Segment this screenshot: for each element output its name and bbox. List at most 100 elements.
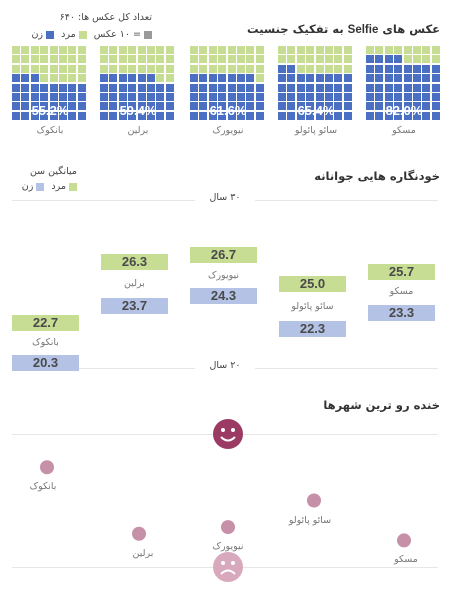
waffle-cell	[255, 64, 264, 73]
waffle-cell	[156, 111, 165, 120]
waffle-cell	[77, 46, 86, 55]
waffle-cell	[218, 102, 227, 111]
waffle-cell	[278, 93, 287, 102]
waffle-cell	[394, 74, 403, 83]
waffle-cell	[109, 64, 118, 73]
waffle-cell	[422, 64, 431, 73]
waffle-cell	[343, 64, 352, 73]
waffle-cell	[366, 74, 375, 83]
waffle-cell	[165, 102, 174, 111]
waffle-cell	[21, 83, 30, 92]
male-age-bar: 25.0	[279, 276, 346, 292]
waffle-cell	[137, 64, 146, 73]
waffle-cell	[384, 64, 393, 73]
waffle-cell	[403, 93, 412, 102]
waffle-cell	[128, 93, 137, 102]
waffle-cell	[156, 93, 165, 102]
smile-dot	[397, 533, 411, 548]
waffle-cell	[325, 102, 334, 111]
waffle-cell	[109, 55, 118, 64]
waffle-cell	[315, 64, 324, 73]
waffle-cell	[413, 74, 422, 83]
waffle-cell	[118, 74, 127, 83]
waffle-cell	[343, 93, 352, 102]
legend-female-swatch	[46, 30, 55, 39]
waffle-cell	[287, 102, 296, 111]
waffle-cell	[384, 93, 393, 102]
waffle-cell	[165, 83, 174, 92]
waffle-cell	[394, 111, 403, 120]
smile-city-label: برلین	[132, 547, 154, 559]
waffle-cell	[306, 55, 315, 64]
female-age-bar: 22.3	[279, 321, 346, 338]
waffle-cell	[237, 102, 246, 111]
waffle-cell	[366, 64, 375, 73]
waffle-cell	[30, 64, 39, 73]
waffle-cell	[21, 55, 30, 64]
waffle-cell	[334, 55, 343, 64]
waffle-cell	[325, 93, 334, 102]
waffle-cell	[384, 74, 393, 83]
waffle-cell	[422, 55, 431, 64]
waffle-cell	[147, 93, 156, 102]
waffle-cell	[296, 102, 305, 111]
waffle-cell	[165, 93, 174, 102]
waffle-cell	[59, 83, 68, 92]
age-city-label: بانکوک	[32, 336, 59, 348]
waffle-cell	[218, 111, 227, 120]
waffle-cell	[384, 55, 393, 64]
waffle-cell	[246, 93, 255, 102]
waffle-cell	[413, 111, 422, 120]
waffle-cell	[227, 74, 236, 83]
waffle-cell	[30, 46, 39, 55]
waffle-cell	[137, 111, 146, 120]
waffle-cell	[375, 83, 384, 92]
waffle-cell	[21, 74, 30, 83]
waffle-cell	[375, 102, 384, 111]
smile-dot	[40, 460, 54, 475]
waffle-cell	[287, 46, 296, 55]
smile-city-label: بانکوک	[29, 481, 57, 493]
section2-legend: مرد زن	[12, 181, 77, 192]
waffle-cell	[343, 55, 352, 64]
waffle-cell	[109, 83, 118, 92]
waffle-cell	[147, 46, 156, 55]
waffle-cell	[296, 46, 305, 55]
waffle-4: 65.4%	[278, 46, 354, 122]
waffle-cell	[100, 93, 109, 102]
waffle-cell	[394, 102, 403, 111]
waffle-cell	[208, 74, 217, 83]
waffle-cell	[100, 83, 109, 92]
age-legend-female-label: زن	[21, 181, 34, 192]
gridline-30-label: ۳۰ سال	[195, 192, 255, 203]
waffle-cell	[255, 74, 264, 83]
waffle-cell	[109, 102, 118, 111]
waffle-cell	[137, 55, 146, 64]
waffle-cell	[147, 111, 156, 120]
waffle-cell	[12, 93, 21, 102]
waffle-cell	[12, 46, 21, 55]
waffle-cell	[375, 46, 384, 55]
smile-city-label: مسکو	[394, 554, 418, 566]
smile-city-label: نیویورک	[212, 541, 244, 553]
legend-unit-label: = ۱۰ عکس	[93, 29, 141, 40]
waffle-cell	[325, 64, 334, 73]
waffle-cell	[246, 111, 255, 120]
waffle-cell	[375, 74, 384, 83]
waffle-cell	[343, 74, 352, 83]
waffle-cell	[287, 74, 296, 83]
waffle-cell	[403, 111, 412, 120]
waffle-cell	[137, 46, 146, 55]
waffle-cell	[237, 111, 246, 120]
waffle-cell	[118, 111, 127, 120]
waffle-cell	[431, 102, 440, 111]
waffle-cell	[246, 55, 255, 64]
waffle-cell	[21, 93, 30, 102]
male-age-bar: 25.7	[368, 264, 435, 281]
section2-title: خودنگاره هایی جوانانه	[314, 169, 440, 183]
waffle-cell	[77, 83, 86, 92]
waffle-cell	[287, 83, 296, 92]
section1-title: عکس های Selfie به تفکیک جنسیت	[247, 22, 440, 36]
waffle-cell	[40, 102, 49, 111]
waffle-cell	[100, 64, 109, 73]
